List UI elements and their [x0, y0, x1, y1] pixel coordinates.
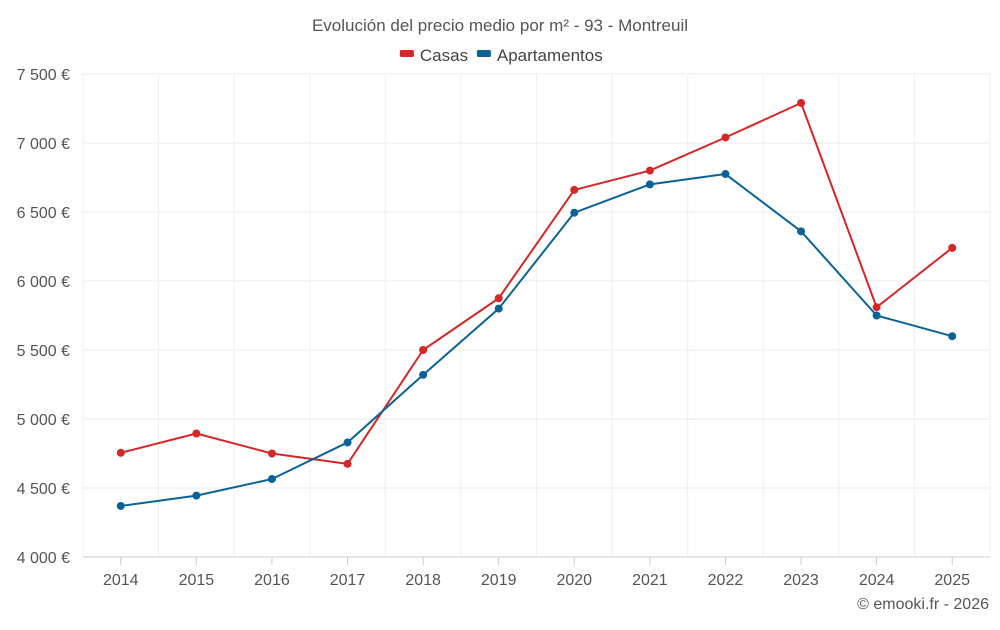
data-point-apartamentos [645, 180, 654, 189]
x-tick-label: 2014 [103, 572, 139, 589]
data-point-apartamentos [872, 311, 881, 320]
x-tick-label: 2018 [405, 572, 441, 589]
y-tick-label: 5 500 € [17, 343, 70, 360]
x-tick-label: 2017 [330, 572, 366, 589]
x-tick-label: 2022 [708, 572, 744, 589]
gridlines [82, 73, 991, 557]
data-point-casas [797, 98, 806, 107]
legend-item-casas: Casas [399, 46, 468, 65]
data-point-casas [419, 346, 428, 354]
y-tick-label: 7 000 € [17, 136, 70, 153]
chart-legend: Casas Apartamentos [399, 46, 603, 65]
y-tick-label: 6 000 € [17, 274, 70, 291]
data-point-casas [494, 294, 503, 303]
y-tick-label: 4 500 € [17, 481, 70, 498]
data-point-casas [267, 449, 276, 458]
x-tick-label: 2023 [783, 572, 819, 589]
x-tick-label: 2016 [254, 572, 290, 589]
x-tick-label: 2015 [179, 572, 215, 589]
chart-title: Evolución del precio medio por m² - 93 -… [312, 16, 688, 35]
y-tick-label: 5 000 € [17, 412, 70, 429]
series-group [116, 98, 957, 510]
legend-item-apartamentos: Apartamentos [476, 46, 603, 65]
data-point-casas [872, 303, 881, 312]
data-point-apartamentos [116, 501, 125, 510]
x-tick-label: 2025 [934, 572, 970, 589]
x-tick-label: 2024 [859, 572, 895, 589]
series-apartamentos [116, 170, 957, 510]
data-point-apartamentos [797, 227, 806, 236]
data-point-apartamentos [192, 491, 201, 500]
series-casas [116, 98, 957, 468]
data-point-apartamentos [494, 304, 503, 313]
series-line-apartamentos [120, 173, 953, 507]
data-point-apartamentos [721, 170, 730, 179]
legend-swatch [399, 50, 414, 57]
data-point-casas [721, 133, 730, 142]
data-point-casas [570, 185, 579, 194]
data-point-apartamentos [267, 475, 276, 484]
footer-credit: © emooki.fr - 2026 [857, 596, 989, 613]
axes: 4 000 € 4 500 € 5 000 € 5 500 € 6 000 € 6 500… [17, 67, 990, 589]
data-point-casas [343, 459, 352, 468]
legend-label: Casas [420, 46, 468, 65]
data-point-casas [645, 166, 654, 175]
data-point-apartamentos [419, 370, 428, 379]
data-point-apartamentos [570, 208, 579, 217]
legend-label: Apartamentos [497, 46, 603, 65]
x-tick-label: 2019 [481, 572, 517, 589]
legend-swatch [476, 50, 491, 57]
x-tick-label: 2020 [556, 572, 592, 589]
data-point-casas [192, 429, 201, 438]
data-point-casas [948, 243, 957, 252]
data-point-apartamentos [948, 332, 957, 341]
y-tick-label: 7 500 € [17, 67, 70, 84]
data-point-casas [116, 448, 125, 457]
y-tick-label: 4 000 € [17, 550, 70, 567]
x-tick-label: 2021 [632, 572, 668, 589]
series-line-casas [120, 101, 953, 465]
y-tick-label: 6 500 € [17, 205, 70, 222]
data-point-apartamentos [343, 438, 352, 447]
